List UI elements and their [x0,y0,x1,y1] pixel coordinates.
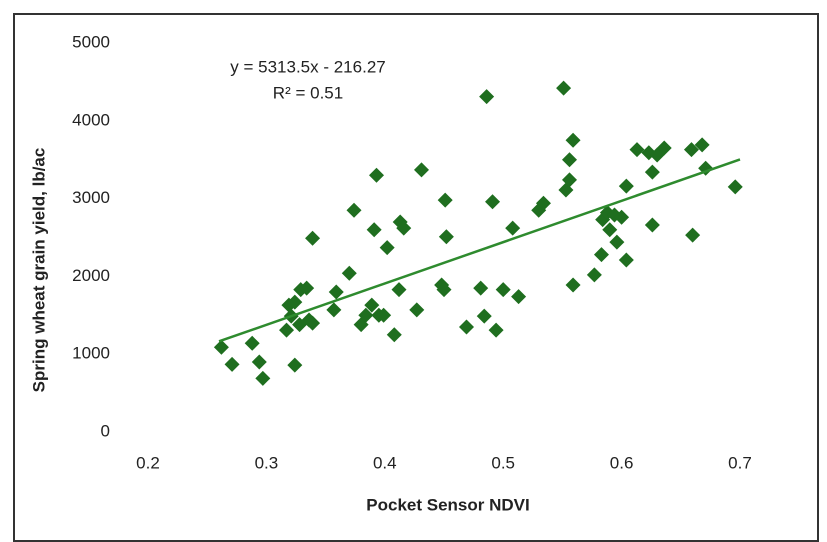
data-point [409,302,425,318]
data-point [476,308,492,324]
data-point [644,217,660,233]
data-point [224,356,240,372]
x-tick-label: 0.6 [610,453,634,472]
data-point [379,240,395,256]
x-tick-label: 0.3 [255,453,279,472]
x-tick-label: 0.5 [491,453,515,472]
data-point [305,315,321,331]
data-point [565,132,581,148]
data-point [437,192,453,208]
chart-frame [13,13,819,542]
x-tick-label: 0.2 [136,453,160,472]
data-point [255,370,271,386]
data-point [488,322,504,338]
data-point [562,152,578,168]
data-point [602,222,618,238]
data-point [556,80,572,96]
data-point [458,319,474,335]
data-point [279,322,295,338]
data-point [244,335,260,351]
y-tick-label: 1000 [72,344,110,363]
y-tick-label: 2000 [72,266,110,285]
data-point [364,297,380,313]
data-point [341,265,357,281]
data-point [683,142,699,158]
y-tick-label: 5000 [72,32,110,51]
data-point [479,89,495,105]
data-point [299,280,315,296]
data-point [281,297,297,313]
data-point [511,289,527,305]
data-point [213,339,229,355]
data-point [366,222,382,238]
data-point [391,282,407,298]
data-point [586,267,602,283]
y-axis-label: Spring wheat grain yield, lb/ac [29,148,48,393]
data-point [386,327,402,343]
trend-equation: y = 5313.5x - 216.27 [230,57,385,76]
data-point [618,252,634,268]
data-point [495,282,511,298]
data-point [305,230,321,246]
data-point [727,179,743,195]
data-point [346,202,362,218]
y-tick-label: 3000 [72,188,110,207]
data-point [609,234,625,250]
data-point [694,137,710,153]
data-point [251,354,267,370]
data-point [565,277,581,293]
data-point [326,302,342,318]
data-point [358,307,374,323]
data-point [685,227,701,243]
x-tick-label: 0.7 [728,453,752,472]
data-point [593,247,609,263]
data-point [376,307,392,323]
trendline [218,158,741,343]
data-point [505,220,521,236]
data-point [369,167,385,183]
y-tick-label: 0 [101,421,110,440]
data-point [473,280,489,296]
x-tick-label: 0.4 [373,453,397,472]
data-point [618,178,634,194]
data-point [644,164,660,180]
x-axis-label: Pocket Sensor NDVI [366,495,529,514]
data-point [562,172,578,188]
data-point [438,229,454,245]
data-point [414,162,430,178]
r-squared: R² = 0.51 [273,83,343,102]
data-point [328,284,344,300]
data-point [485,194,501,210]
data-point [614,209,630,225]
data-point [396,220,412,236]
data-point [287,357,303,373]
y-tick-label: 4000 [72,110,110,129]
data-point [656,140,672,156]
data-point [629,142,645,158]
data-point [436,282,452,298]
data-point [535,195,551,211]
